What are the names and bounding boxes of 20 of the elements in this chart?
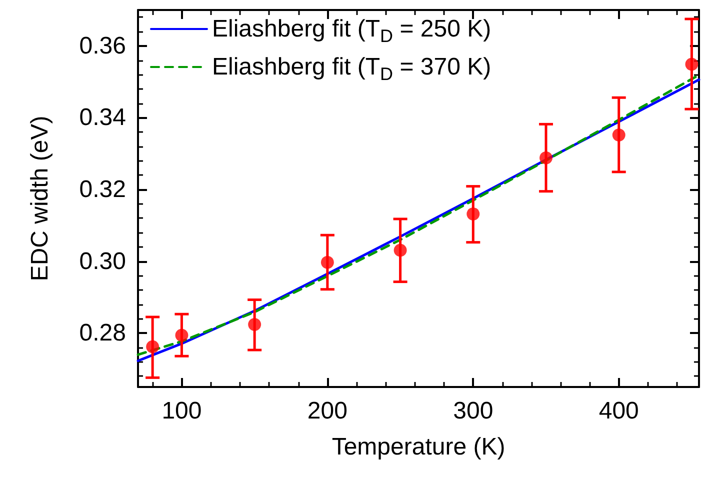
point <box>248 318 262 332</box>
point <box>320 256 334 269</box>
x-tick-label: 400 <box>598 398 639 424</box>
point <box>146 340 160 354</box>
point <box>685 58 698 71</box>
y-axis-title: EDC width (eV) <box>26 116 54 282</box>
y-tick-label: 0.36 <box>79 32 126 60</box>
x-tick-label: 200 <box>307 398 348 424</box>
x-axis-title: Temperature (K) <box>332 434 506 460</box>
point <box>540 151 552 164</box>
y-tick-label: 0.28 <box>79 320 126 347</box>
y-tick-label: 0.32 <box>79 176 126 204</box>
x-tick-label: 100 <box>162 398 202 424</box>
y-tick-label: 0.30 <box>79 248 126 275</box>
point <box>612 128 626 142</box>
point <box>175 328 188 342</box>
point <box>394 244 407 257</box>
x-tick-label: 300 <box>453 398 494 424</box>
point <box>466 207 480 220</box>
y-tick-label: 0.34 <box>79 104 126 132</box>
